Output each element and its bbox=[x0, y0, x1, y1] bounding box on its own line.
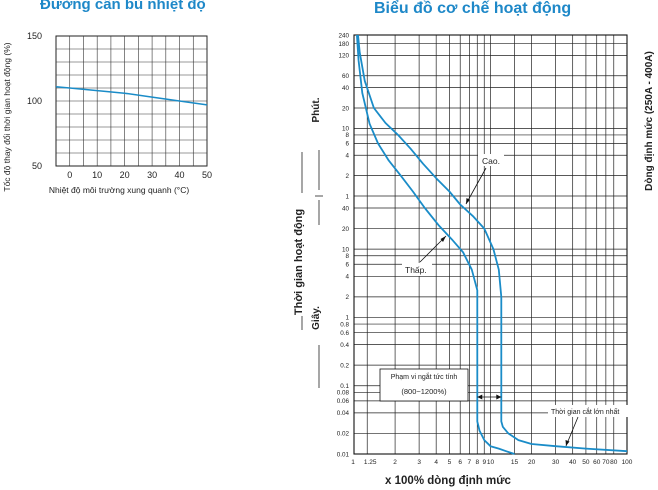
right-second-tick-label: 0.08 bbox=[337, 390, 350, 397]
left-x-tick-label: 20 bbox=[120, 170, 130, 180]
left-chart-title: Đường cân bù nhiệt độ bbox=[40, 0, 206, 13]
right-second-tick-label: 0.02 bbox=[337, 431, 350, 438]
left-x-tick-label: 40 bbox=[175, 170, 185, 180]
right-second-tick-label: 20 bbox=[342, 226, 350, 233]
right-x-tick-label: 1.25 bbox=[364, 459, 377, 466]
max-time-label-bg bbox=[548, 405, 628, 417]
right-second-tick-label: 0.4 bbox=[340, 342, 349, 349]
right-minute-tick-label: 8 bbox=[345, 132, 349, 139]
left-x-tick-label: 50 bbox=[202, 170, 212, 180]
right-minute-tick-label: 60 bbox=[342, 73, 350, 80]
right-minute-tick-label: 4 bbox=[345, 153, 349, 160]
right-second-tick-label: 40 bbox=[342, 205, 350, 212]
left-chart-y-axis-label: Tốc độ thay đổi thời gian hoạt động (%) bbox=[2, 42, 12, 191]
high-curve-label: Cao. bbox=[482, 156, 500, 166]
right-minute-tick-label: 2 bbox=[345, 173, 349, 180]
right-second-tick-label: 0.8 bbox=[340, 321, 349, 328]
right-x-tick-label: 5 bbox=[448, 459, 452, 466]
right-minute-tick-label: 10 bbox=[342, 126, 350, 133]
right-x-tick-label: 30 bbox=[552, 459, 560, 466]
right-second-tick-label: 6 bbox=[345, 262, 349, 269]
right-second-tick-label: 8 bbox=[345, 253, 349, 260]
right-x-tick-label: 10 bbox=[487, 459, 495, 466]
low-label-arrowhead bbox=[440, 236, 446, 242]
right-x-tick-label: 100 bbox=[622, 459, 633, 466]
instant-range-value: (800~1200%) bbox=[401, 387, 447, 396]
right-second-tick-label: 10 bbox=[342, 246, 350, 253]
right-x-tick-label: 3 bbox=[417, 459, 421, 466]
right-x-tick-label: 60 bbox=[593, 459, 601, 466]
high-label-arrowhead bbox=[466, 198, 470, 204]
right-second-tick-label: 0.1 bbox=[340, 383, 349, 390]
minute-section-label: Phút. bbox=[311, 97, 322, 122]
left-y-tick-label: 100 bbox=[27, 96, 42, 106]
instant-range-box bbox=[379, 368, 469, 402]
left-x-tick-label: 0 bbox=[67, 170, 72, 180]
instant-range-arrow-left bbox=[477, 394, 483, 400]
max-breaking-time-label: Thời gian cắt lớn nhất bbox=[551, 407, 619, 416]
left-y-tick-label: 150 bbox=[27, 31, 42, 41]
right-x-tick-label: 15 bbox=[511, 459, 519, 466]
right-minute-tick-label: 20 bbox=[342, 105, 350, 112]
right-second-tick-label: 0.04 bbox=[337, 410, 350, 417]
left-y-tick-label: 50 bbox=[32, 161, 42, 171]
second-section-label: Giây. bbox=[311, 306, 322, 330]
right-x-tick-label: 2 bbox=[393, 459, 397, 466]
right-x-tick-label: 8 bbox=[475, 459, 479, 466]
right-second-tick-label: 0.06 bbox=[337, 398, 350, 405]
right-minute-tick-label: 120 bbox=[338, 53, 349, 60]
left-chart-x-axis-label: Nhiệt độ môi trường xung quanh (°C) bbox=[49, 185, 190, 195]
instant-range-arrow-right bbox=[496, 394, 502, 400]
high-limit-curve bbox=[357, 34, 628, 453]
right-second-tick-label: 0.2 bbox=[340, 362, 349, 369]
right-x-tick-label: 1 bbox=[351, 459, 355, 466]
right-second-tick-label: 4 bbox=[345, 274, 349, 281]
right-second-tick-label: 2 bbox=[345, 294, 349, 301]
right-x-tick-label: 9 bbox=[482, 459, 486, 466]
rated-current-side-label: Dòng định mức (250A - 400A) bbox=[644, 51, 655, 191]
right-minute-tick-label: 180 bbox=[338, 41, 349, 48]
instant-range-label: Phạm vi ngắt tức tính bbox=[391, 372, 458, 381]
right-chart-x-axis-label: x 100% dòng định mức bbox=[385, 475, 512, 487]
right-minute-tick-label: 40 bbox=[342, 85, 350, 92]
low-label-bg bbox=[402, 263, 432, 276]
right-second-tick-label: 0.6 bbox=[340, 330, 349, 337]
right-x-tick-label: 7 bbox=[468, 459, 472, 466]
right-second-tick-label: 0.01 bbox=[337, 451, 350, 458]
right-minute-tick-label: 6 bbox=[345, 141, 349, 148]
low-limit-curve bbox=[356, 34, 515, 455]
right-x-tick-label: 4 bbox=[434, 459, 438, 466]
left-x-tick-label: 30 bbox=[147, 170, 157, 180]
right-minute-tick-label: 240 bbox=[338, 32, 349, 39]
right-x-tick-label: 80 bbox=[610, 459, 618, 466]
right-x-tick-label: 20 bbox=[528, 459, 536, 466]
right-x-tick-label: 50 bbox=[582, 459, 590, 466]
low-curve-label: Thấp. bbox=[405, 265, 427, 275]
right-x-tick-label: 6 bbox=[458, 459, 462, 466]
right-plot-frame bbox=[353, 34, 628, 455]
right-minute-tick-label: 1 bbox=[345, 193, 349, 200]
right-second-tick-label: 1 bbox=[345, 315, 349, 322]
right-x-tick-label: 40 bbox=[569, 459, 577, 466]
left-x-tick-label: 10 bbox=[92, 170, 102, 180]
right-chart-title: Biểu đồ cơ chế hoạt động bbox=[374, 0, 572, 17]
temperature-compensation-line bbox=[55, 85, 208, 106]
max-time-arrowhead bbox=[565, 440, 570, 446]
high-label-arrow bbox=[465, 167, 487, 205]
high-label-bg bbox=[478, 154, 504, 166]
right-x-tick-label: 70 bbox=[602, 459, 610, 466]
right-chart-y-axis-label: Thời gian hoạt động bbox=[293, 209, 305, 315]
